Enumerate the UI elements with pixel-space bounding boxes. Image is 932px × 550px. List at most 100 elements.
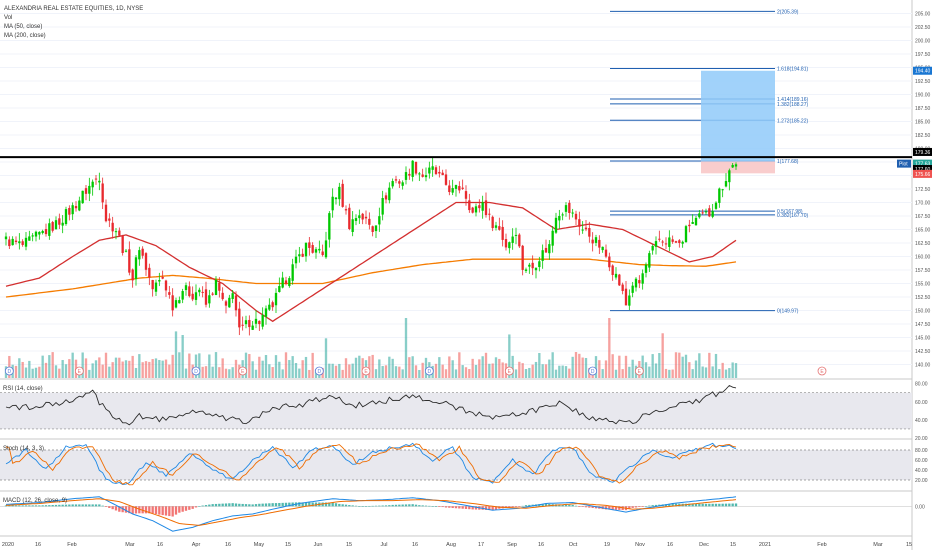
volume-bar [691, 369, 694, 378]
volume-bar [304, 356, 308, 378]
price-tick-label: 150.00 [915, 309, 931, 315]
volume-bar [668, 369, 671, 378]
volume-bar [514, 369, 518, 378]
macd-histogram-bar [561, 504, 564, 507]
macd-histogram-bar [431, 506, 434, 507]
long-position-tool[interactable] [701, 70, 775, 174]
candle-body [521, 245, 524, 270]
time-tick-label: 19 [604, 542, 610, 548]
volume-bar [104, 352, 108, 378]
volume-bar [271, 367, 274, 378]
macd-histogram-bar [14, 505, 18, 507]
candle-body [684, 226, 688, 243]
volume-bar [278, 361, 281, 378]
candle-body [704, 211, 708, 213]
volume-bar [34, 367, 38, 378]
volume-bar [18, 358, 21, 378]
macd-histogram-bar [378, 505, 381, 507]
macd-histogram-bar [44, 505, 48, 507]
volume-bar [84, 358, 88, 378]
candle-body [214, 279, 218, 295]
candle-body [288, 278, 291, 287]
volume-bar [354, 357, 358, 378]
stoch-legend[interactable]: Stoch (14, 3, 3) [3, 446, 44, 452]
macd-histogram-bar [578, 506, 581, 507]
macd-histogram-bar [701, 503, 704, 507]
macd-histogram-bar [248, 504, 251, 507]
macd-histogram-bar [721, 503, 724, 507]
candle-body [124, 250, 128, 252]
volume-bar [488, 363, 491, 378]
macd-histogram-bar [454, 506, 458, 509]
macd-histogram-bar [368, 505, 371, 507]
volume-bar [448, 356, 451, 378]
price-tick-label: 190.00 [915, 93, 931, 99]
candle-body [681, 241, 684, 244]
macd-histogram-bar [394, 504, 398, 507]
macd-histogram-bar [41, 505, 44, 507]
candle-body [661, 241, 664, 243]
candle-body [58, 218, 61, 225]
candle-body [564, 205, 568, 212]
vol-legend[interactable]: Vol [4, 15, 12, 21]
volume-bar [331, 363, 334, 378]
macd-histogram-bar [184, 506, 188, 511]
macd-histogram-bar [538, 504, 541, 507]
macd-histogram-bar [718, 503, 721, 507]
macd-histogram-bar [384, 505, 388, 507]
volume-bar [678, 352, 681, 378]
macd-histogram-bar [288, 502, 291, 507]
candle-body [24, 237, 28, 247]
candle-body [374, 225, 378, 232]
candle-body [344, 209, 348, 211]
volume-bar [68, 359, 71, 378]
price-tick-label: 162.50 [915, 241, 931, 247]
price-axis[interactable]: 140.00 142.50 145.00 147.50 150.00 152.50 155.… [915, 12, 931, 369]
candle-body [221, 292, 224, 300]
macd-histogram-bar [51, 504, 54, 507]
macd-histogram-bar [671, 503, 674, 507]
volume-bar [578, 353, 581, 378]
price-tag-box [913, 147, 932, 156]
volume-bar [711, 366, 714, 378]
macd-histogram-bar [104, 506, 108, 507]
candle-body [621, 284, 624, 291]
volume-bar [654, 363, 658, 378]
macd-histogram-bar [74, 504, 78, 507]
volume-bar [131, 355, 134, 378]
macd-histogram-bar [424, 505, 428, 507]
candle-body [711, 211, 714, 217]
candle-body [151, 279, 154, 290]
candle-body [251, 325, 254, 330]
volume-bar [308, 369, 311, 378]
candle-body [441, 172, 444, 176]
stoch-pane[interactable]: 20.00 40.00 60.00 80.00 [0, 442, 928, 486]
time-axis[interactable]: 2020 16 Feb Mar 16 Apr 16 May 15 Jun 15 Jul 16 Aug 17 S… [2, 542, 912, 548]
time-tick-label: 2021 [759, 542, 771, 548]
candle-body [311, 245, 314, 253]
rsi-legend[interactable]: RSI (14, close) [3, 386, 43, 392]
volume-bar [651, 354, 654, 378]
price-tag-box [913, 165, 932, 174]
macd-histogram-bar [48, 505, 51, 507]
macd-histogram-bar [188, 506, 191, 510]
price-candles[interactable] [4, 157, 738, 336]
candle-body [371, 226, 374, 232]
candle-body [538, 261, 541, 268]
volume-bar [328, 363, 331, 378]
volume-bar [224, 368, 228, 378]
rsi-pane[interactable]: 20.00 40.00 60.00 80.00 [0, 382, 928, 442]
macd-legend[interactable]: MACD (12, 26, close, 9) [3, 498, 67, 504]
volume-bar [54, 365, 58, 378]
oscillator-main-line [5, 384, 737, 426]
volume-bar [571, 356, 574, 378]
macd-pane[interactable]: 0.00 [0, 496, 925, 532]
candle-body [561, 214, 564, 216]
candle-body [671, 239, 674, 242]
macd-histogram-bar [231, 503, 234, 507]
ma50-legend[interactable]: MA (50, close) [4, 24, 42, 30]
candle-body [54, 220, 58, 230]
ma200-legend[interactable]: MA (200, close) [4, 33, 46, 39]
